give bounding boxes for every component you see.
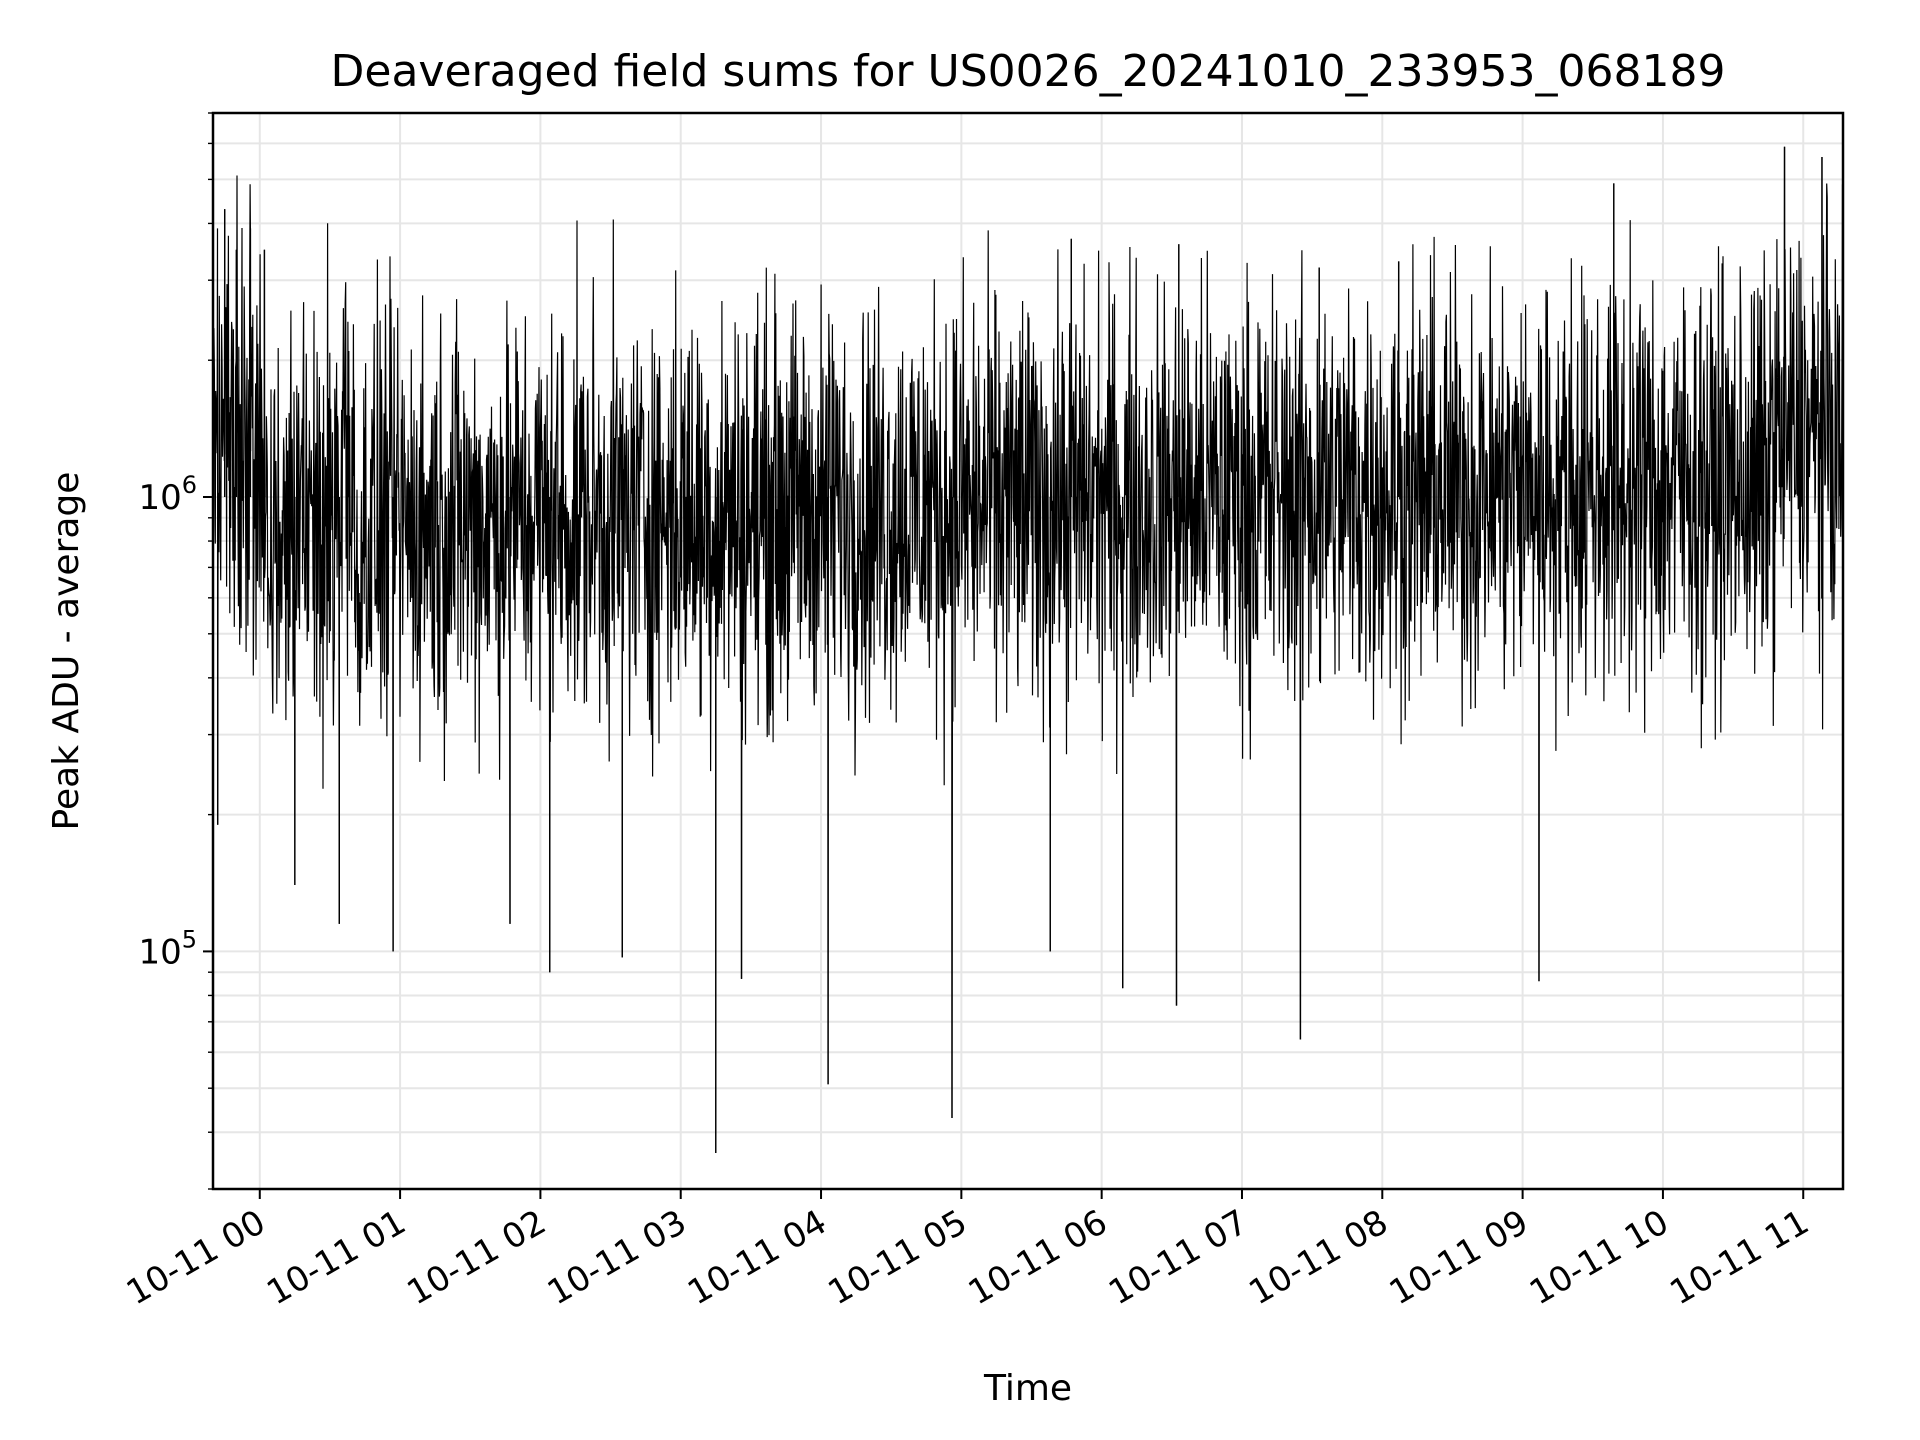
x-tick-label: 10-11 06 [962,1202,1114,1313]
x-tick-label: 10-11 04 [681,1202,833,1313]
x-tick-label: 10-11 01 [260,1202,412,1313]
y-axis-label: Peak ADU - average [46,472,87,831]
x-tick-label: 10-11 07 [1102,1202,1254,1313]
chart-title: Deaveraged field sums for US0026_2024101… [331,46,1726,97]
x-tick-label: 10-11 11 [1663,1202,1815,1313]
series-line [212,146,1844,1154]
x-tick-label: 10-11 08 [1242,1202,1394,1313]
x-tick-label: 10-11 03 [541,1202,693,1313]
y-tick-label: 106 [138,471,197,518]
x-tick-label: 10-11 02 [401,1202,553,1313]
x-tick-label: 10-11 00 [120,1202,272,1313]
series-path [212,146,1844,1154]
x-axis-label: Time [983,1368,1072,1409]
x-tick-label: 10-11 05 [821,1202,973,1313]
y-axis: 105 106 [138,112,213,1190]
plot-frame [211,111,1845,1191]
x-tick-label: 10-11 10 [1523,1202,1675,1313]
y-tick-label: 105 [138,925,197,972]
x-tick-label: 10-11 09 [1383,1202,1535,1313]
